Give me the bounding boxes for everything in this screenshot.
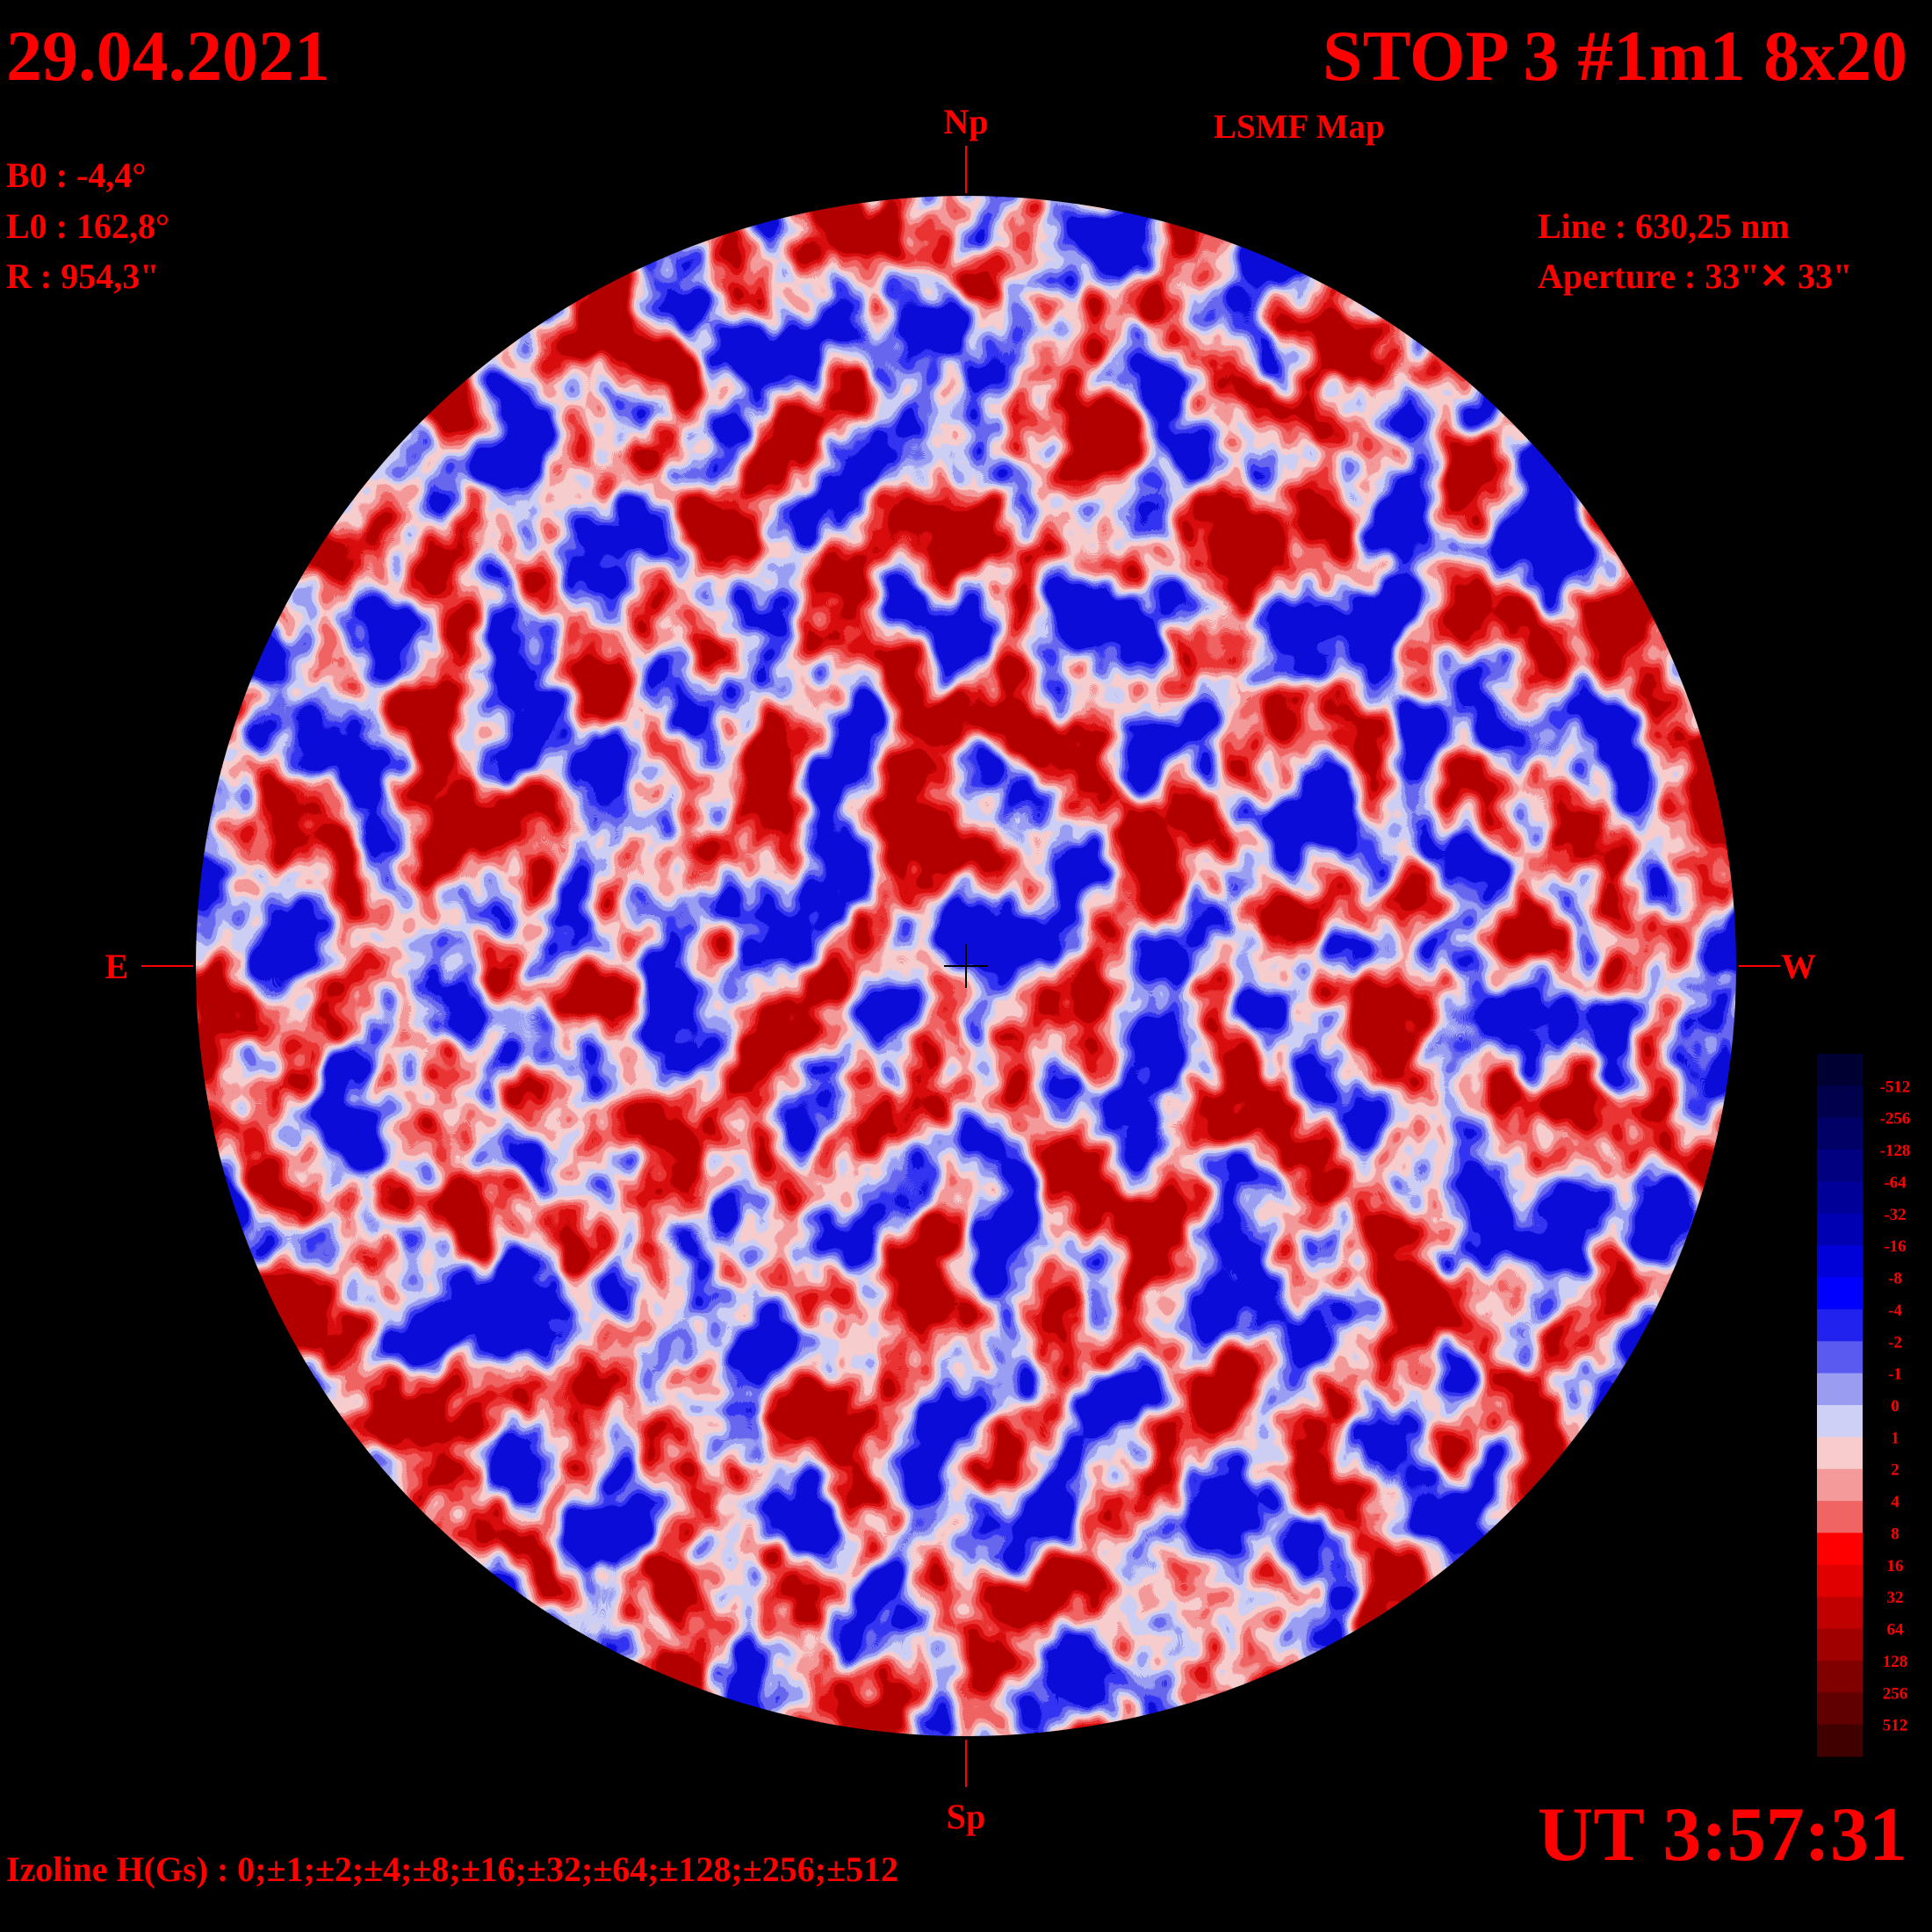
colorbar-label: -8 <box>1888 1270 1902 1288</box>
param: L0 : 162,8° <box>6 206 169 246</box>
colorbar-segment <box>1817 1405 1863 1438</box>
colorbar-segment <box>1817 1277 1863 1310</box>
izoline: Izoline H(Gs) : 0;±1;±2;±4;±8;±16;±32;±6… <box>6 1849 898 1889</box>
colorbar-segment <box>1817 1213 1863 1246</box>
colorbar-segment <box>1817 1468 1863 1502</box>
colorbar-label: -4 <box>1888 1301 1902 1320</box>
colorbar-label: -256 <box>1880 1110 1911 1128</box>
colorbar-label: 2 <box>1891 1461 1900 1480</box>
param: B0 : -4,4° <box>6 155 146 195</box>
colorbar-label: 64 <box>1887 1621 1905 1640</box>
title: STOP 3 #1m1 8x20 <box>1323 16 1907 96</box>
colorbar-segment <box>1817 1117 1863 1150</box>
colorbar-label: -32 <box>1884 1206 1906 1224</box>
param: R : 954,3" <box>6 256 159 296</box>
colorbar-label: 1 <box>1891 1429 1900 1447</box>
colorbar-label: 16 <box>1887 1557 1904 1575</box>
colorbar-segment <box>1817 1597 1863 1630</box>
colorbar-segment <box>1817 1532 1863 1566</box>
colorbar-label: 8 <box>1891 1525 1900 1543</box>
colorbar-segment <box>1817 1692 1863 1726</box>
colorbar-label: 256 <box>1883 1684 1908 1703</box>
colorbar-segment <box>1817 1628 1863 1662</box>
colorbar-label: 0 <box>1891 1397 1900 1416</box>
subtitle: LSMF Map <box>1214 108 1385 146</box>
colorbar-segment <box>1817 1724 1863 1757</box>
colorbar-segment <box>1817 1437 1863 1470</box>
time: UT 3:57:31 <box>1538 1792 1907 1878</box>
colorbar-segment <box>1817 1245 1863 1279</box>
east-label: E <box>105 947 129 986</box>
colorbar-label: -64 <box>1884 1173 1907 1192</box>
colorbar-label: 512 <box>1883 1717 1908 1735</box>
colorbar-segment <box>1817 1660 1863 1693</box>
date: 29.04.2021 <box>6 16 330 96</box>
south-label: Sp <box>947 1797 986 1836</box>
colorbar-segment <box>1817 1150 1863 1182</box>
colorbar-label: 32 <box>1887 1589 1904 1607</box>
colorbar-segment <box>1817 1373 1863 1406</box>
colorbar-segment <box>1817 1341 1863 1374</box>
colorbar-segment <box>1817 1308 1863 1342</box>
colorbar-label: -2 <box>1888 1333 1902 1352</box>
colorbar-segment <box>1817 1054 1863 1086</box>
west-label: W <box>1781 947 1816 986</box>
colorbar-label: -512 <box>1880 1078 1911 1096</box>
instrument: Aperture : 33"✕ 33" <box>1538 256 1852 296</box>
instrument: Line : 630,25 nm <box>1538 206 1790 246</box>
colorbar: -512 -256 -128 -64 -32 -16 -8 -4 -2 -1 0 1 2 4 8 16 32 64… <box>1817 1054 1910 1757</box>
colorbar-label: 128 <box>1883 1653 1908 1671</box>
colorbar-segment <box>1817 1181 1863 1215</box>
north-label: Np <box>943 102 988 141</box>
colorbar-segment <box>1817 1564 1863 1597</box>
colorbar-label: -16 <box>1884 1237 1906 1256</box>
colorbar-label: 4 <box>1891 1493 1900 1511</box>
colorbar-segment <box>1817 1501 1863 1533</box>
colorbar-label: -1 <box>1888 1366 1902 1384</box>
colorbar-segment <box>1817 1085 1863 1119</box>
colorbar-label: -128 <box>1880 1142 1911 1160</box>
